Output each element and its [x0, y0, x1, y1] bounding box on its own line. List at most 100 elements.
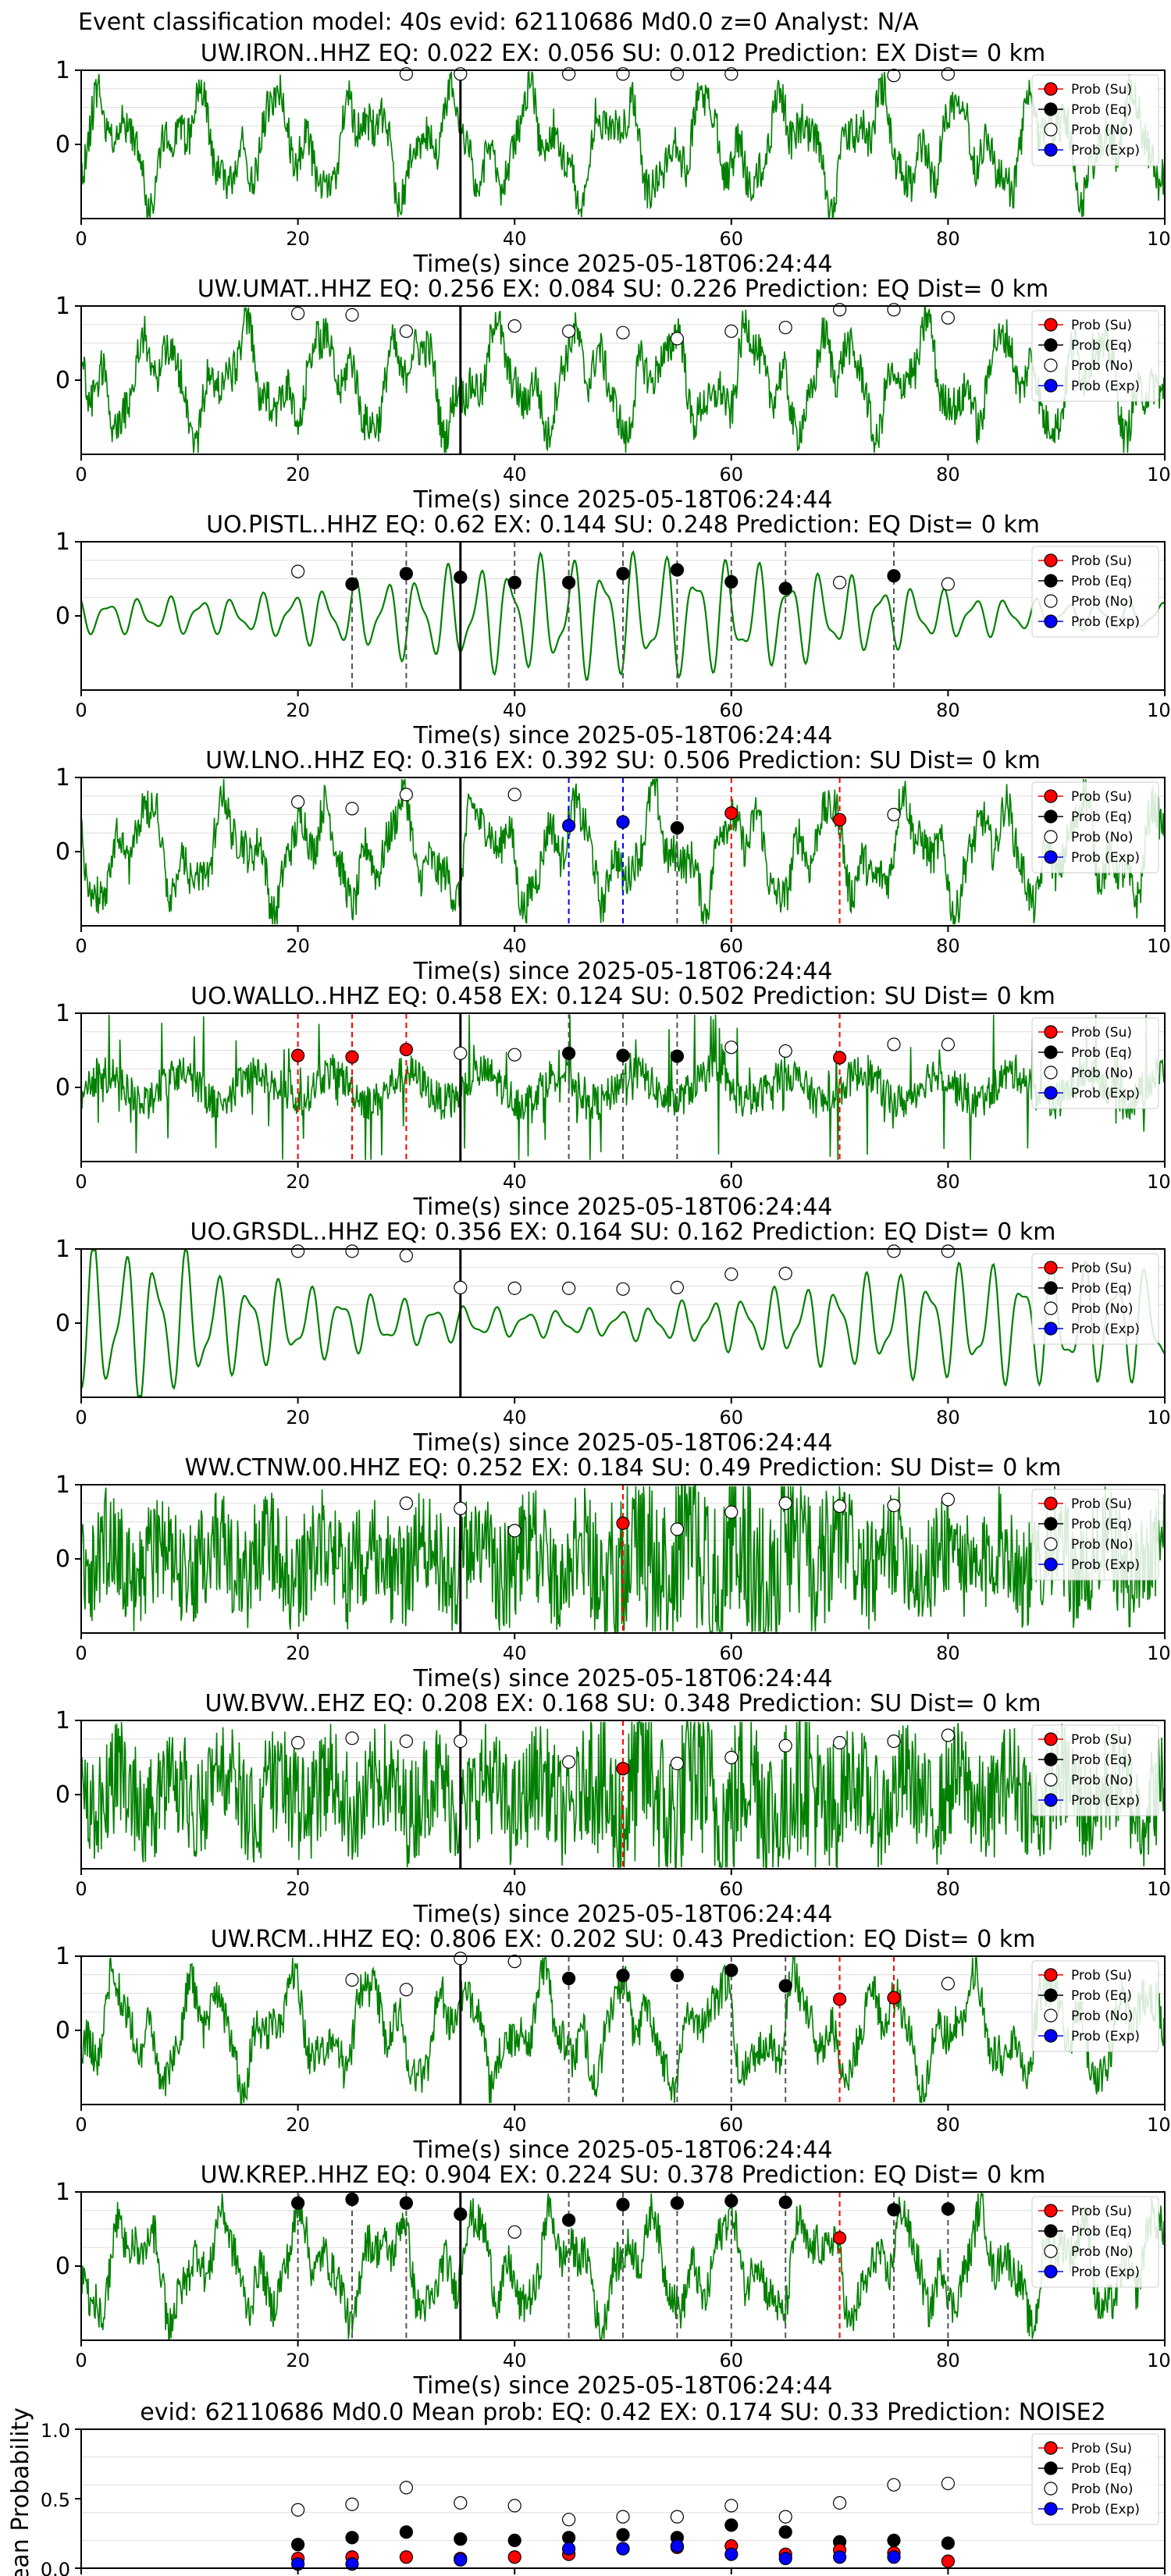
prob-no-marker — [941, 577, 956, 591]
y-axis-label: Mean Probability — [7, 2407, 34, 2576]
x-tick-label: 80 — [936, 228, 960, 250]
prob-no-marker — [887, 2478, 901, 2492]
legend-marker — [1044, 143, 1058, 157]
prob-eq-marker — [778, 2195, 792, 2209]
x-tick-label: 0 — [75, 2114, 87, 2136]
x-axis-label: Time(s) since 2025-05-18T06:24:44 — [413, 486, 833, 514]
prob-eq-marker — [616, 1969, 630, 1983]
x-tick-label: 20 — [286, 1642, 310, 1664]
y-tick-label: 1 — [55, 764, 70, 792]
prob-no-marker — [887, 1735, 901, 1749]
legend-label: Prob (Exp) — [1071, 850, 1140, 866]
prob-no-marker — [887, 1244, 901, 1258]
prob-su-marker — [345, 1050, 359, 1064]
x-tick-label: 0 — [75, 699, 87, 721]
legend-label: Prob (No) — [1071, 830, 1134, 845]
prob-no-marker — [941, 1728, 956, 1742]
y-tick-label: 0 — [55, 2253, 70, 2280]
prob-su-marker — [507, 2550, 521, 2564]
prob-no-marker — [291, 795, 305, 809]
prob-su-marker — [832, 1992, 847, 2006]
x-tick-label: 60 — [720, 1642, 744, 1664]
legend: Prob (Su) Prob (Eq) Prob (No) Prob (Exp) — [1031, 1253, 1159, 1345]
prob-eq-marker — [887, 2203, 901, 2217]
x-tick-label: 100 — [1147, 935, 1171, 957]
x-tick-label: 80 — [936, 464, 960, 486]
legend-label: Prob (Eq) — [1071, 2224, 1132, 2240]
legend-box — [1031, 2433, 1159, 2525]
prob-no-marker — [778, 320, 792, 335]
prob-eq-marker — [454, 2532, 468, 2546]
legend-box — [1031, 1253, 1159, 1345]
x-axis-label: Time(s) since 2025-05-18T06:24:44 — [413, 1901, 833, 1928]
x-tick-label: 60 — [720, 2350, 744, 2371]
prob-no-marker — [291, 564, 305, 578]
prob-eq-marker — [616, 2528, 630, 2542]
prob-su-marker — [832, 813, 847, 827]
prob-eq-marker — [724, 2518, 739, 2532]
prob-exp-marker — [345, 2557, 359, 2571]
x-tick-label: 60 — [720, 1171, 744, 1193]
y-tick-label: 1 — [55, 1707, 70, 1735]
legend-marker — [1044, 2502, 1058, 2516]
x-tick-label: 40 — [503, 1407, 527, 1429]
x-tick-label: 100 — [1147, 1171, 1171, 1193]
prob-eq-marker — [454, 2207, 468, 2222]
prob-no-marker — [345, 308, 359, 322]
prob-no-marker — [832, 575, 847, 589]
legend-marker — [1044, 379, 1058, 393]
panel-title: UO.GRSDL..HHZ EQ: 0.356 EX: 0.164 SU: 0.… — [190, 1219, 1056, 1246]
legend-label: Prob (Exp) — [1071, 379, 1140, 394]
legend-box — [1031, 2196, 1159, 2288]
figure-suptitle: Event classification model: 40s evid: 62… — [78, 9, 919, 36]
legend-label: Prob (Exp) — [1071, 2029, 1140, 2044]
legend-marker — [1044, 1988, 1058, 2002]
legend-box — [1031, 1960, 1159, 2052]
legend: Prob (Su) Prob (Eq) Prob (No) Prob (Exp) — [1031, 2196, 1159, 2288]
legend-label: Prob (No) — [1071, 2008, 1134, 2024]
panel-9: UW.RCM..HHZ EQ: 0.806 EX: 0.202 SU: 0.43… — [55, 1926, 1171, 2164]
x-tick-label: 80 — [936, 1407, 960, 1429]
x-tick-label: 60 — [720, 228, 744, 250]
prob-eq-marker — [291, 2196, 305, 2210]
prob-exp-marker — [561, 2542, 576, 2556]
legend: Prob (Su) Prob (Eq) Prob (No) Prob (Exp) — [1031, 1724, 1159, 1816]
waveform-trace — [81, 307, 1165, 454]
legend-label: Prob (No) — [1071, 358, 1134, 374]
x-axis-label: Time(s) since 2025-05-18T06:24:44 — [413, 958, 833, 985]
prob-no-marker — [941, 311, 956, 325]
waveform-trace — [81, 777, 1165, 925]
prob-no-marker — [670, 1522, 685, 1536]
legend: Prob (Su) Prob (Eq) Prob (No) Prob (Exp) — [1031, 546, 1159, 638]
legend-box — [1031, 781, 1159, 873]
panel-7: WW.CTNW.00.HHZ EQ: 0.252 EX: 0.184 SU: 0… — [55, 1454, 1171, 1692]
prob-eq-marker — [399, 567, 414, 581]
panel-title: UO.PISTL..HHZ EQ: 0.62 EX: 0.144 SU: 0.2… — [206, 511, 1040, 539]
prob-su-marker — [399, 1042, 414, 1057]
prob-no-marker — [778, 1496, 792, 1510]
x-tick-label: 40 — [503, 464, 527, 486]
legend-label: Prob (Eq) — [1071, 338, 1132, 354]
x-tick-label: 40 — [503, 935, 527, 957]
x-tick-label: 0 — [75, 935, 87, 957]
prob-exp-marker — [778, 2551, 792, 2566]
legend-label: Prob (Su) — [1071, 82, 1132, 98]
legend: Prob (Su) Prob (Eq) Prob (No) Prob (Exp) — [1031, 781, 1159, 873]
legend-label: Prob (Exp) — [1071, 1086, 1140, 1101]
x-tick-label: 60 — [720, 1407, 744, 1429]
prob-no-marker — [454, 1501, 468, 1516]
panel-title: UW.UMAT..HHZ EQ: 0.256 EX: 0.084 SU: 0.2… — [198, 276, 1049, 303]
legend-box — [1031, 1724, 1159, 1816]
legend-marker — [1044, 614, 1058, 628]
legend-label: Prob (Su) — [1071, 318, 1132, 333]
legend-label: Prob (No) — [1071, 1301, 1134, 1317]
prob-no-marker — [941, 1976, 956, 1991]
y-tick-label: 1 — [55, 1236, 70, 1263]
waveform-trace — [81, 70, 1165, 219]
x-tick-label: 60 — [720, 464, 744, 486]
panel-title: UW.RCM..HHZ EQ: 0.806 EX: 0.202 SU: 0.43… — [211, 1926, 1036, 1953]
panel-1: UW.IRON..HHZ EQ: 0.022 EX: 0.056 SU: 0.0… — [55, 40, 1171, 278]
prob-no-marker — [399, 1248, 414, 1263]
y-tick-label: 0.0 — [41, 2559, 70, 2576]
